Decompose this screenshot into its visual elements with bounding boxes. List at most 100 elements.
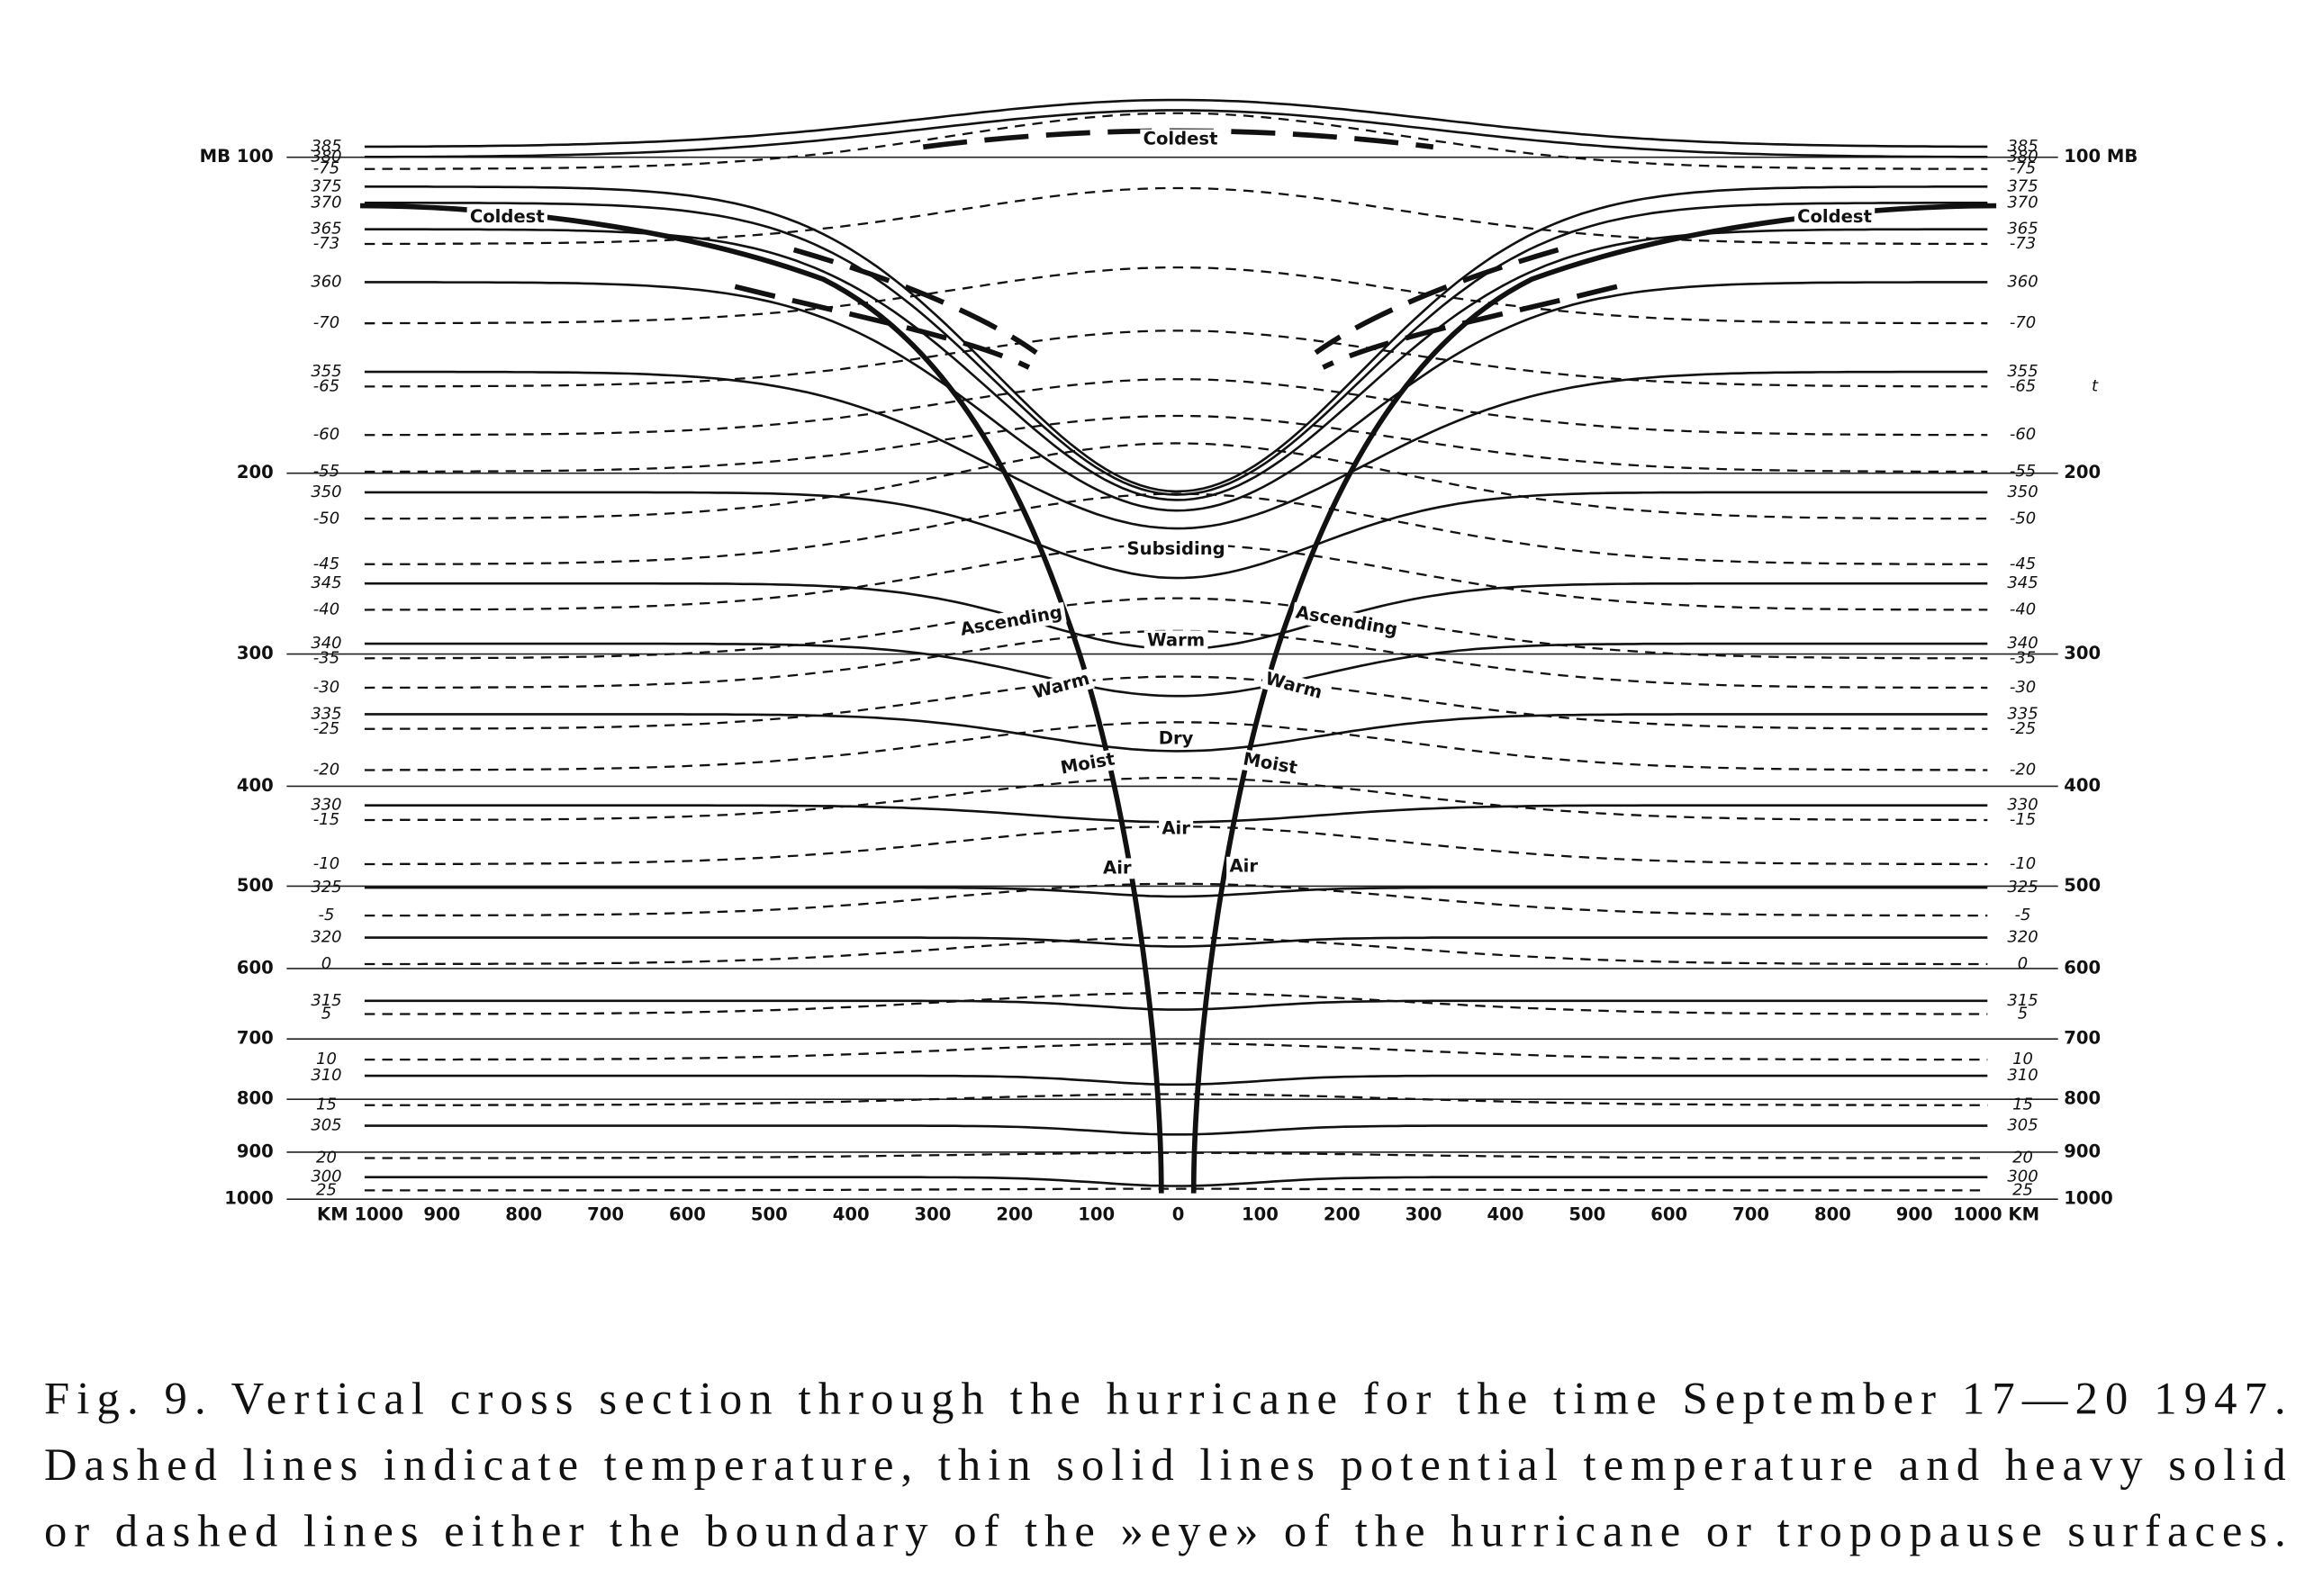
region-label: Warm [1263,668,1324,703]
temperature-line [364,675,1988,730]
pressure-label: 600 [2064,957,2101,978]
isoline-label: 310 [311,1066,341,1085]
region-label: Coldest [1797,206,1872,227]
distance-label: 200 [1324,1204,1360,1225]
label-background [1143,630,1208,652]
temperature-line [364,776,1988,822]
distance-label: 400 [1487,1204,1524,1225]
isoline-label: 360 [2007,272,2038,291]
potential-temperature-line [364,201,1988,496]
isoline-label: 300 [2007,1168,2038,1186]
potential-temperature-line [364,1074,1988,1087]
isoline-label: 310 [2007,1066,2038,1085]
distance-label: 500 [751,1204,788,1225]
isoline-label: 10 [316,1050,337,1069]
marker: t [2092,376,2099,395]
tropopause [1322,284,1618,370]
potential-temperature-line [364,98,1988,149]
isoline-label: -75 [2010,159,2036,178]
isoline-label: 365 [311,220,341,239]
distance-label: 900 [423,1204,460,1225]
temperature-line [364,329,1988,388]
temperature-line [364,992,1988,1015]
isoline-label: 335 [311,704,341,723]
isoline-label: -75 [313,159,339,178]
isoline-label: 340 [311,634,341,653]
isoline-label: 15 [2012,1096,2033,1114]
caption-line: or dashed lines either the boundary of t… [44,1505,2286,1555]
label-background [1794,207,1876,229]
temperature-line [364,1093,1988,1106]
region-label: Warm [1031,668,1092,703]
isoline-label: -50 [313,509,339,527]
distance-label: 900 [1896,1204,1933,1225]
isoline-label: 370 [311,193,341,212]
distance-label: 100 [1078,1204,1115,1225]
temperature-line [364,721,1988,771]
temperature-line [364,266,1988,325]
region-label: Ascending [1294,601,1399,640]
region-label: Warm [1147,629,1205,650]
isoline-label: 305 [2007,1116,2038,1135]
pressure-label: 400 [237,775,274,796]
isoline-label: 320 [311,928,341,947]
isoline-label: -40 [2010,600,2036,619]
pressure-label: MB 100 [200,146,274,167]
pressure-label: 900 [237,1141,274,1161]
isoline-label: 335 [2007,704,2038,723]
isoline-label: 380 [2007,148,2038,167]
isoline-label: -45 [313,555,339,573]
potential-temperature-line [364,713,1988,753]
pressure-label: 800 [2064,1088,2101,1109]
region-label: Air [1229,856,1258,877]
label-background [1056,748,1120,780]
label-background [1140,129,1221,150]
pressure-label: 700 [2064,1028,2101,1049]
eye-boundary [360,203,1164,1194]
isoline-label: 325 [2007,878,2038,897]
distance-label: 300 [1406,1204,1442,1225]
potential-temperature-line [364,936,1988,948]
distance-label: 400 [833,1204,870,1225]
isoline-label: 370 [2007,193,2038,212]
potential-temperature-line [364,642,1988,698]
isoline-label: -20 [2010,760,2036,779]
isoline-label: 375 [2007,176,2038,195]
label-background [1260,668,1327,705]
isoline-label: -60 [313,425,339,444]
isoline-label: 15 [316,1096,337,1114]
isoline-label: -25 [2010,719,2036,738]
isoline-label: 325 [311,878,341,897]
distance-label: 800 [1814,1204,1851,1225]
label-background [955,601,1067,642]
temperature-line [364,442,1988,520]
region-label: Air [1103,857,1132,878]
isoline-label: 320 [2007,928,2038,947]
region-label: Dry [1159,728,1194,749]
isoline-label: 315 [311,991,341,1010]
distance-label: 100 [1242,1204,1279,1225]
isoline-label: 355 [311,362,341,381]
temperature-line [364,414,1988,473]
isoline-label: -73 [2010,234,2036,253]
region-label: Coldest [470,206,545,227]
isoline-label: -55 [313,462,339,481]
isoline-label: 345 [311,573,341,592]
pressure-label: 1000 [224,1188,274,1209]
label-background [1226,856,1261,878]
distance-label: 200 [996,1204,1033,1225]
pressure-label: 200 [2064,462,2101,482]
region-label: Moist [1059,748,1116,778]
isoline-label: -10 [313,854,339,873]
isoline-label: -73 [313,234,339,253]
region-label: Air [1162,817,1190,838]
isoline-label: 375 [311,176,341,195]
pressure-label: 300 [237,643,274,663]
distance-label: 700 [587,1204,624,1225]
isoline-label: -25 [313,719,339,738]
temperature-line [364,186,1988,246]
isoline-label: -15 [313,810,339,829]
isoline-label: 0 [321,954,331,973]
